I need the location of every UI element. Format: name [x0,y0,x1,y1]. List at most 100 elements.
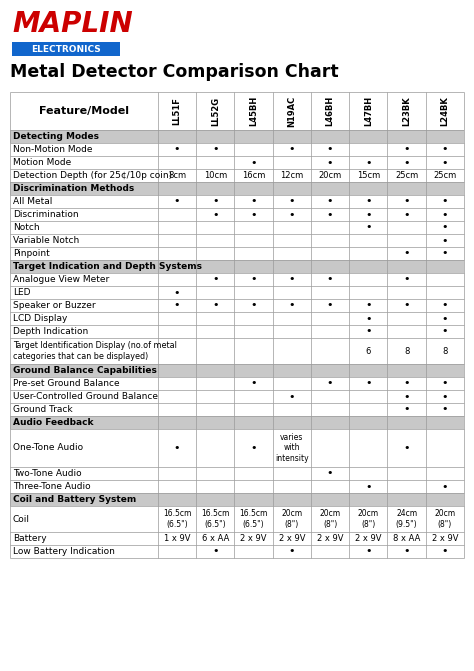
Text: •: • [365,482,372,491]
Text: 8 x AA: 8 x AA [393,534,420,543]
Text: 24cm
(9.5"): 24cm (9.5") [396,509,418,529]
Text: Two-Tone Audio: Two-Tone Audio [13,469,82,478]
Text: •: • [289,197,295,207]
Text: 6: 6 [365,346,371,356]
Bar [10,247,464,260]
Text: 2 x 9V: 2 x 9V [240,534,267,543]
Bar [10,169,464,182]
Text: •: • [442,313,448,323]
Text: •: • [365,223,372,232]
Text: •: • [365,301,372,311]
Text: 25cm: 25cm [433,171,456,180]
Text: MAPLIN: MAPLIN [12,10,133,38]
Text: 16.5cm
(6.5"): 16.5cm (6.5") [201,509,229,529]
Text: •: • [327,197,333,207]
Text: L47BH: L47BH [364,96,373,126]
Text: •: • [212,209,219,219]
Bar [10,506,464,532]
Text: •: • [212,301,219,311]
Text: •: • [442,405,448,415]
Text: •: • [403,144,410,154]
Bar [10,299,464,312]
Bar [10,208,464,221]
Text: •: • [442,378,448,389]
Text: •: • [442,223,448,232]
Text: LL51F: LL51F [173,97,182,125]
Text: Battery: Battery [13,534,46,543]
Text: 1 x 9V: 1 x 9V [164,534,191,543]
Text: •: • [250,209,257,219]
Text: •: • [403,405,410,415]
Text: LED: LED [13,288,30,297]
Text: •: • [442,327,448,336]
Text: 2 x 9V: 2 x 9V [355,534,382,543]
Text: •: • [442,248,448,258]
Bar [10,480,464,493]
Bar [10,130,464,143]
Text: Depth Indication: Depth Indication [13,327,88,336]
Text: •: • [289,546,295,556]
Text: •: • [250,301,257,311]
Text: Audio Feedback: Audio Feedback [13,418,93,427]
Bar [12,42,120,56]
Text: Ground Track: Ground Track [13,405,73,414]
Bar [10,156,464,169]
Text: •: • [403,301,410,311]
Bar [10,92,464,130]
Text: •: • [327,301,333,311]
Text: •: • [442,144,448,154]
Text: •: • [250,274,257,285]
Bar [10,403,464,416]
Text: ELECTRONICS: ELECTRONICS [31,44,101,54]
Text: •: • [327,209,333,219]
Bar [10,545,464,558]
Text: Pinpoint: Pinpoint [13,249,50,258]
Text: •: • [403,378,410,389]
Text: Three-Tone Audio: Three-Tone Audio [13,482,91,491]
Text: •: • [289,274,295,285]
Text: 16.5cm
(6.5"): 16.5cm (6.5") [163,509,191,529]
Bar [10,467,464,480]
Text: •: • [250,443,257,453]
Text: •: • [327,468,333,478]
Text: 2 x 9V: 2 x 9V [279,534,305,543]
Text: One-Tone Audio: One-Tone Audio [13,444,83,452]
Text: •: • [403,546,410,556]
Text: •: • [403,248,410,258]
Bar [10,390,464,403]
Text: Analogue View Meter: Analogue View Meter [13,275,109,284]
Text: •: • [442,391,448,401]
Text: L23BK: L23BK [402,96,411,126]
Text: •: • [250,197,257,207]
Text: •: • [365,327,372,336]
Text: •: • [403,197,410,207]
Text: •: • [289,301,295,311]
Bar [10,532,464,545]
Text: 16cm: 16cm [242,171,265,180]
Text: Detecting Modes: Detecting Modes [13,132,99,141]
Bar [10,182,464,195]
Bar [10,195,464,208]
Text: L24BK: L24BK [440,96,449,126]
Bar [10,260,464,273]
Text: •: • [289,209,295,219]
Text: •: • [442,158,448,168]
Text: •: • [174,144,181,154]
Text: 20cm
(8"): 20cm (8") [358,509,379,529]
Text: User-Controlled Ground Balance: User-Controlled Ground Balance [13,392,158,401]
Text: •: • [250,378,257,389]
Text: All Metal: All Metal [13,197,52,206]
Text: 10cm: 10cm [204,171,227,180]
Text: •: • [212,144,219,154]
Bar [10,429,464,467]
Text: 16.5cm
(6.5"): 16.5cm (6.5") [239,509,268,529]
Text: •: • [403,443,410,453]
Text: Coil: Coil [13,515,30,523]
Text: •: • [289,144,295,154]
Text: Notch: Notch [13,223,40,232]
Text: Discrimination Methods: Discrimination Methods [13,184,134,193]
Bar [10,273,464,286]
Text: 20cm: 20cm [319,171,342,180]
Text: •: • [403,274,410,285]
Text: 25cm: 25cm [395,171,418,180]
